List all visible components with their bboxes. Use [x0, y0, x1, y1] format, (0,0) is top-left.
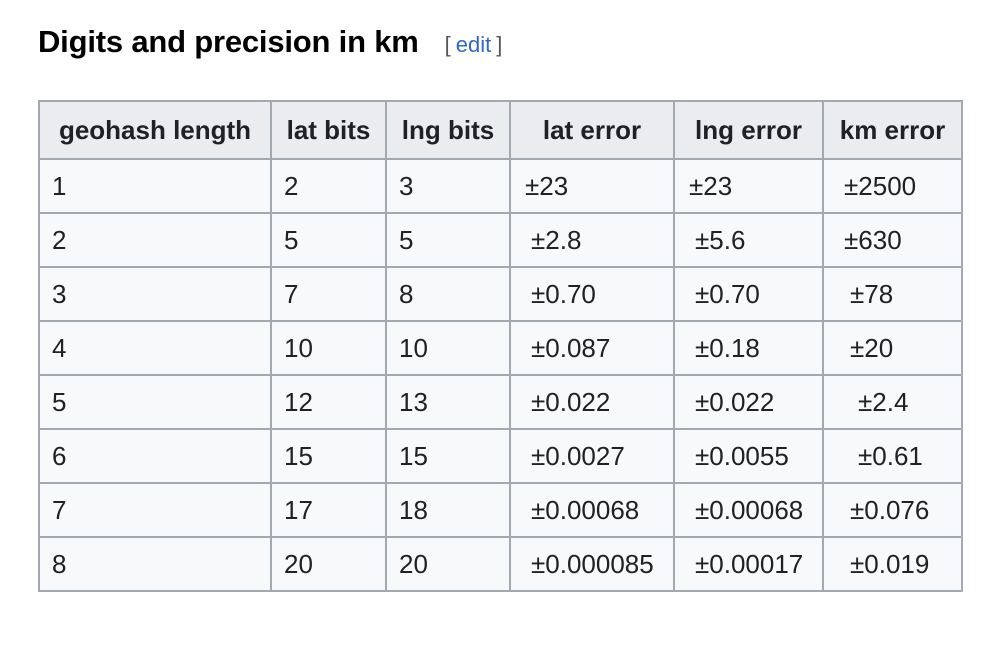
cell-lat-bits: 12 [270, 374, 387, 430]
cell-lat-bits: 2 [270, 158, 387, 214]
cell-geohash-length: 3 [38, 266, 272, 322]
cell-lng-error: ±0.00068 [673, 482, 824, 538]
cell-lng-error: ±0.18 [673, 320, 824, 376]
edit-bracket-open: [ [444, 32, 451, 57]
table-row: 2 5 5 ±2.8 ±5.6 ±630 [38, 212, 963, 268]
section-title: Digits and precision in km [38, 24, 419, 59]
cell-lng-error: ±23 [673, 158, 824, 214]
cell-lat-bits: 20 [270, 536, 387, 592]
cell-km-error: ±2.4 [822, 374, 963, 430]
cell-lat-error: ±2.8 [509, 212, 675, 268]
table-row: 8 20 20 ±0.000085 ±0.00017 ±0.019 [38, 536, 963, 592]
cell-lng-bits: 15 [385, 428, 511, 484]
edit-bracket-close: ] [496, 32, 503, 57]
cell-lng-error: ±0.022 [673, 374, 824, 430]
cell-geohash-length: 2 [38, 212, 272, 268]
table-header-row: geohash length lat bits lng bits lat err… [38, 100, 963, 160]
cell-lng-bits: 5 [385, 212, 511, 268]
table-row: 7 17 18 ±0.00068 ±0.00068 ±0.076 [38, 482, 963, 538]
cell-lng-error: ±0.00017 [673, 536, 824, 592]
cell-geohash-length: 7 [38, 482, 272, 538]
header-geohash-length: geohash length [38, 100, 272, 160]
cell-geohash-length: 6 [38, 428, 272, 484]
cell-lat-error: ±23 [509, 158, 675, 214]
header-lat-bits: lat bits [270, 100, 387, 160]
header-lng-error: lng error [673, 100, 824, 160]
table-row: 6 15 15 ±0.0027 ±0.0055 ±0.61 [38, 428, 963, 484]
table-row: 1 2 3 ±23 ±23 ±2500 [38, 158, 963, 214]
cell-lat-bits: 7 [270, 266, 387, 322]
cell-km-error: ±0.019 [822, 536, 963, 592]
edit-link[interactable]: edit [455, 32, 492, 57]
cell-lng-bits: 8 [385, 266, 511, 322]
cell-km-error: ±0.61 [822, 428, 963, 484]
cell-km-error: ±20 [822, 320, 963, 376]
cell-lat-error: ±0.022 [509, 374, 675, 430]
cell-geohash-length: 1 [38, 158, 272, 214]
header-km-error: km error [822, 100, 963, 160]
cell-lng-error: ±0.70 [673, 266, 824, 322]
cell-km-error: ±0.076 [822, 482, 963, 538]
cell-lng-bits: 18 [385, 482, 511, 538]
cell-km-error: ±630 [822, 212, 963, 268]
table-row: 3 7 8 ±0.70 ±0.70 ±78 [38, 266, 963, 322]
cell-lng-bits: 10 [385, 320, 511, 376]
cell-lng-bits: 20 [385, 536, 511, 592]
cell-lat-error: ±0.000085 [509, 536, 675, 592]
table-row: 4 10 10 ±0.087 ±0.18 ±20 [38, 320, 963, 376]
cell-lat-bits: 15 [270, 428, 387, 484]
precision-table: geohash length lat bits lng bits lat err… [38, 100, 963, 592]
cell-lat-error: ±0.70 [509, 266, 675, 322]
header-lng-bits: lng bits [385, 100, 511, 160]
cell-lat-error: ±0.00068 [509, 482, 675, 538]
cell-lat-error: ±0.087 [509, 320, 675, 376]
cell-lng-bits: 13 [385, 374, 511, 430]
cell-geohash-length: 8 [38, 536, 272, 592]
cell-km-error: ±78 [822, 266, 963, 322]
cell-lng-error: ±5.6 [673, 212, 824, 268]
table-row: 5 12 13 ±0.022 ±0.022 ±2.4 [38, 374, 963, 430]
cell-lng-bits: 3 [385, 158, 511, 214]
header-lat-error: lat error [509, 100, 675, 160]
cell-lat-bits: 10 [270, 320, 387, 376]
cell-geohash-length: 5 [38, 374, 272, 430]
cell-lat-error: ±0.0027 [509, 428, 675, 484]
cell-lat-bits: 5 [270, 212, 387, 268]
cell-lng-error: ±0.0055 [673, 428, 824, 484]
section-heading: Digits and precision in km [edit] [38, 24, 502, 60]
cell-km-error: ±2500 [822, 158, 963, 214]
cell-lat-bits: 17 [270, 482, 387, 538]
edit-section: [edit] [445, 32, 503, 58]
cell-geohash-length: 4 [38, 320, 272, 376]
